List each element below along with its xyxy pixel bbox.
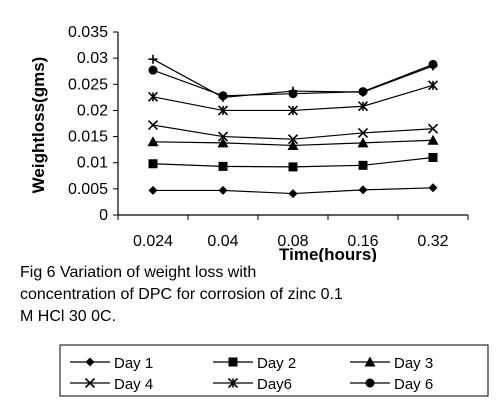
x-tick-label: 0.024	[133, 233, 173, 250]
data-point	[218, 161, 228, 171]
data-point	[287, 105, 299, 116]
legend-label: Day 2	[257, 355, 296, 372]
data-point	[427, 123, 439, 134]
data-point	[148, 159, 158, 169]
data-point	[217, 131, 229, 142]
legend-label: Day 3	[394, 355, 433, 372]
data-point	[428, 152, 438, 162]
y-axis-ticks: 0 0.005 0.01 0.015 0.02 0.025 0.03 0.035	[68, 24, 118, 224]
data-point	[147, 120, 159, 131]
y-tick-label: 0.025	[68, 76, 108, 93]
data-point	[218, 92, 228, 102]
data-point	[427, 134, 439, 145]
caption-line: concentration of DPC for corrosion of zi…	[20, 286, 343, 303]
data-point	[365, 378, 375, 388]
data-point	[147, 91, 159, 102]
y-tick-label: 0.035	[68, 24, 108, 41]
legend-items: Day 1 Day 2 Day 3 Day 4 Day6 Day 6	[70, 355, 433, 393]
data-point	[85, 357, 95, 367]
data-point	[357, 137, 369, 148]
figure-caption: Fig 6 Variation of weight loss with conc…	[20, 262, 490, 328]
data-point	[428, 183, 438, 193]
data-point	[288, 86, 298, 96]
y-tick-label: 0.005	[68, 181, 108, 198]
legend-label: Day 1	[114, 355, 153, 372]
data-point	[228, 357, 238, 367]
data-point	[217, 137, 229, 148]
x-tick-label: 0.16	[347, 233, 378, 250]
data-point	[84, 377, 96, 389]
legend-label: Day 6	[394, 376, 433, 393]
data-point	[358, 160, 368, 170]
caption-line: M HCl 30 0C.	[20, 308, 117, 325]
x-tick-label: 0.08	[277, 233, 308, 250]
x-axis-ticks: 0.024 0.04 0.08 0.16 0.32	[117, 215, 469, 250]
data-point	[288, 189, 298, 199]
y-tick-label: 0.015	[68, 129, 108, 146]
y-tick-label: 0.01	[77, 155, 108, 172]
data-point	[148, 185, 158, 195]
legend-label: Day6	[257, 376, 292, 393]
x-axis-title: Time(hours)	[279, 245, 377, 262]
data-point	[427, 80, 439, 91]
y-tick-label: 0.03	[77, 50, 108, 67]
caption-line: Fig 6 Variation of weight loss with	[20, 264, 257, 281]
data-point	[287, 134, 299, 145]
data-point	[364, 356, 376, 367]
data-point	[148, 65, 158, 75]
data-point	[147, 136, 159, 147]
x-tick-label: 0.32	[417, 233, 448, 250]
legend-label: Day 4	[114, 376, 153, 393]
data-point	[358, 87, 368, 97]
data-point	[428, 61, 438, 71]
y-tick-label: 0.02	[77, 102, 108, 119]
data-point	[357, 101, 369, 112]
series-markers	[147, 54, 439, 199]
y-axis-title: Weightloss(gms)	[29, 57, 48, 194]
y-tick-label: 0	[99, 207, 108, 224]
data-point	[358, 185, 368, 195]
data-point	[227, 377, 239, 389]
x-tick-label: 0.04	[207, 233, 238, 250]
data-point	[148, 54, 158, 64]
legend-box	[59, 344, 489, 397]
data-point	[218, 185, 228, 195]
data-point	[217, 105, 229, 116]
data-point	[357, 127, 369, 138]
data-point	[288, 162, 298, 172]
data-point	[287, 139, 299, 150]
